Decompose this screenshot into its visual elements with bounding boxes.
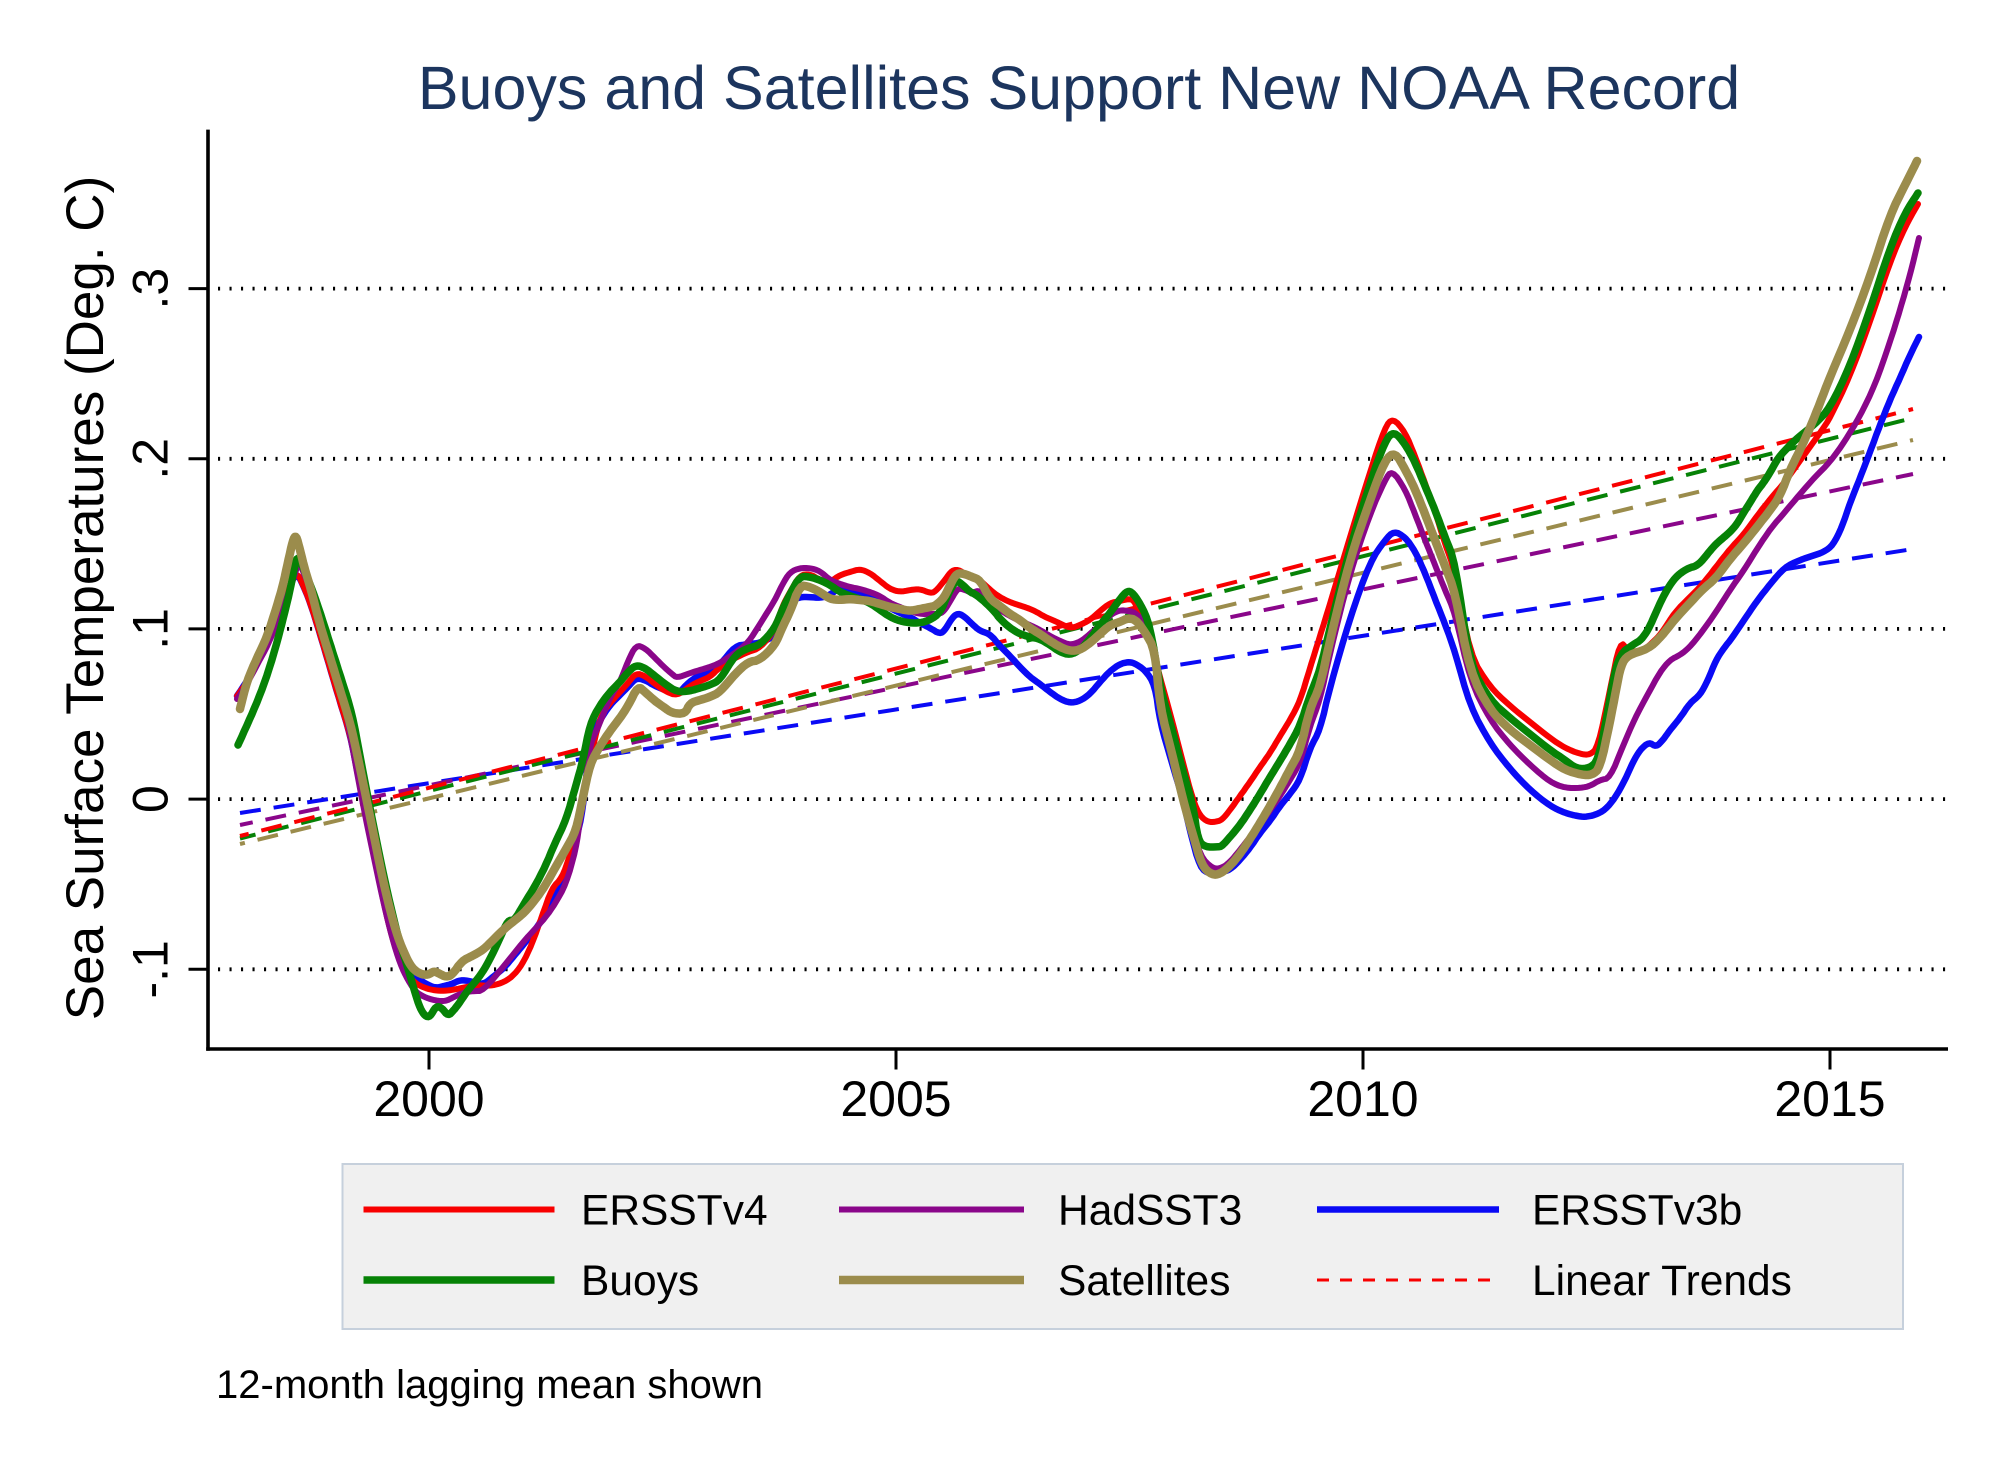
svg-text:2005: 2005 — [840, 1071, 951, 1127]
svg-text:0: 0 — [123, 785, 179, 813]
svg-text:2015: 2015 — [1774, 1071, 1885, 1127]
svg-text:-.1: -.1 — [123, 940, 179, 998]
svg-text:.2: .2 — [123, 438, 179, 480]
svg-text:ERSSTv4: ERSSTv4 — [581, 1188, 768, 1235]
svg-text:.3: .3 — [123, 268, 179, 310]
svg-text:HadSST3: HadSST3 — [1058, 1188, 1242, 1235]
svg-text:ERSSTv3b: ERSSTv3b — [1532, 1188, 1742, 1235]
svg-text:.1: .1 — [123, 608, 179, 650]
svg-text:Linear Trends: Linear Trends — [1532, 1258, 1792, 1305]
svg-text:Buoys: Buoys — [581, 1258, 699, 1305]
svg-text:Satellites: Satellites — [1058, 1258, 1230, 1305]
svg-text:12-month lagging mean shown: 12-month lagging mean shown — [216, 1363, 763, 1407]
svg-text:Sea Surface Temperatures (Deg.: Sea Surface Temperatures (Deg. C) — [56, 176, 115, 1020]
svg-text:Buoys and Satellites Support N: Buoys and Satellites Support New NOAA Re… — [418, 54, 1740, 122]
svg-text:2010: 2010 — [1307, 1071, 1418, 1127]
svg-text:2000: 2000 — [373, 1071, 484, 1127]
